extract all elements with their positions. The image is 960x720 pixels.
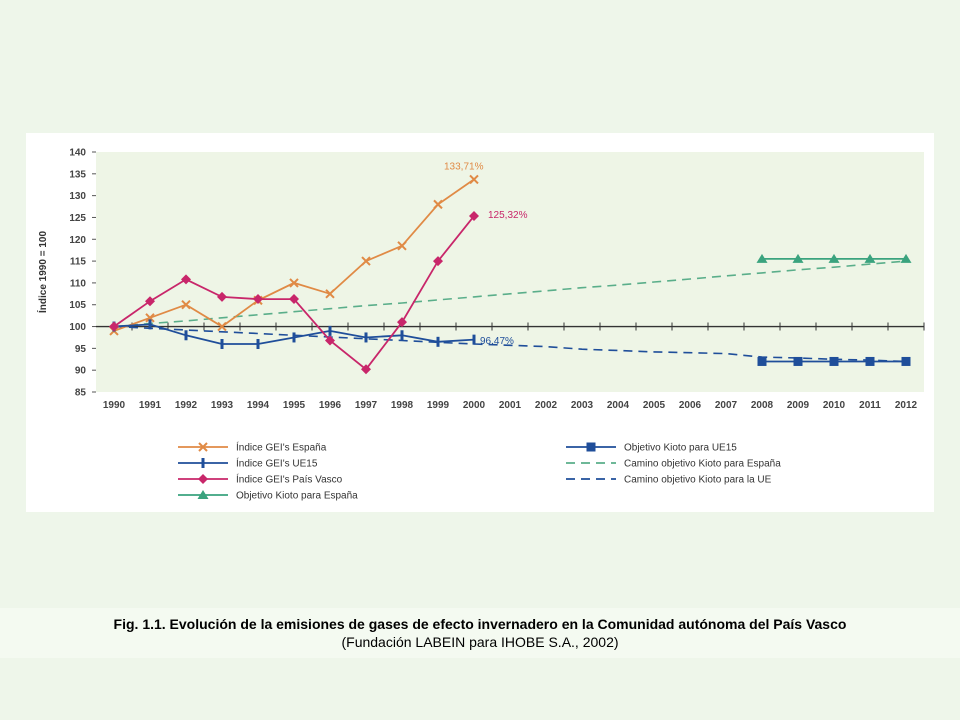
data-point-indice-gei-s-espana <box>361 256 371 266</box>
data-point-indice-gei-s-espana <box>397 241 407 251</box>
x-tick-label: 1991 <box>139 400 162 411</box>
data-point-objetivo-kioto-para-espana <box>900 253 912 263</box>
series-line-camino-objetivo-kioto-para-la-ue <box>113 325 907 363</box>
data-point-indice-gei-s-pais-vasco <box>325 335 335 346</box>
y-tick-label: 85 <box>75 388 87 399</box>
data-point-indice-gei-s-ue15 <box>292 332 296 343</box>
x-tick-label: 1995 <box>283 400 306 411</box>
x-tick-label: 2008 <box>751 400 774 411</box>
x-tick-label: 1990 <box>103 400 126 411</box>
data-point-indice-gei-s-ue15 <box>220 339 224 349</box>
data-point-indice-gei-s-espana <box>469 174 479 185</box>
data-point-objetivo-kioto-para-espana <box>756 253 768 263</box>
data-point-objetivo-kioto-para-ue15 <box>793 356 803 366</box>
legend-entry: Índice GEI's UE15 <box>236 457 318 470</box>
data-label: 133,71% <box>444 161 484 172</box>
x-tick-label: 2001 <box>499 400 522 411</box>
data-point-objetivo-kioto-para-ue15 <box>829 356 839 366</box>
y-axis-label: Índice 1990 = 100 <box>36 231 49 313</box>
x-tick-label: 1993 <box>211 400 234 411</box>
legend-swatch-marker <box>198 474 208 484</box>
data-point-objetivo-kioto-para-ue15 <box>865 356 875 366</box>
y-tick-label: 105 <box>69 300 86 311</box>
x-tick-label: 1998 <box>391 400 414 411</box>
legend-entry: Objetivo Kioto para España <box>236 491 358 502</box>
y-tick-label: 95 <box>75 344 87 355</box>
legend-swatch-marker <box>586 442 596 452</box>
legend-entry: Índice GEI's País Vasco <box>236 473 343 486</box>
data-point-indice-gei-s-pais-vasco <box>433 256 443 267</box>
data-point-indice-gei-s-espana <box>289 278 299 288</box>
y-tick-label: 90 <box>75 366 87 377</box>
data-point-indice-gei-s-pais-vasco <box>145 296 155 307</box>
chart-panel: 85 90 95 100 105 110 115 120 125 130 135 140 Índice … <box>26 133 934 512</box>
x-tick-label: 2012 <box>895 400 918 411</box>
y-tick-label: 135 <box>69 169 86 180</box>
series-line-camino-objetivo-kioto-para-espana <box>113 260 907 328</box>
y-tick-label: 130 <box>69 191 86 202</box>
y-tick-label: 120 <box>69 235 86 246</box>
figure-caption-source: (Fundación LABEIN para IHOBE S.A., 2002) <box>341 634 619 650</box>
data-point-indice-gei-s-pais-vasco <box>469 211 479 222</box>
y-tick-label: 125 <box>69 213 86 224</box>
legend-entry: Índice GEI's España <box>236 441 327 454</box>
x-tick-label: 2011 <box>859 400 881 411</box>
data-point-indice-gei-s-espana <box>145 313 155 323</box>
x-tick-label: 1996 <box>319 400 342 411</box>
data-point-indice-gei-s-pais-vasco <box>181 274 191 285</box>
x-tick-label: 2007 <box>715 400 738 411</box>
plot-area <box>96 152 924 392</box>
x-tick-label: 1992 <box>175 400 198 411</box>
data-point-indice-gei-s-espana <box>217 321 227 332</box>
data-point-objetivo-kioto-para-espana <box>792 253 804 263</box>
x-tick-label: 2009 <box>787 400 810 411</box>
x-tick-label: 2004 <box>607 400 630 411</box>
data-point-objetivo-kioto-para-ue15 <box>901 356 911 366</box>
data-point-indice-gei-s-espana <box>181 300 191 310</box>
x-tick-label: 2002 <box>535 400 558 411</box>
y-tick-label: 100 <box>69 322 86 333</box>
data-point-indice-gei-s-pais-vasco <box>217 291 227 302</box>
data-point-indice-gei-s-ue15 <box>184 330 188 341</box>
data-point-objetivo-kioto-para-espana <box>864 253 876 263</box>
data-point-indice-gei-s-ue15 <box>472 334 476 345</box>
data-point-indice-gei-s-pais-vasco <box>361 364 371 375</box>
legend-swatch-marker <box>198 442 208 452</box>
emissions-line-chart: 85 90 95 100 105 110 115 120 125 130 135 140 Índice … <box>36 148 925 502</box>
caption-band: Fig. 1.1. Evolución de la emisiones de g… <box>0 608 960 658</box>
data-point-objetivo-kioto-para-ue15 <box>757 356 767 366</box>
x-tick-label: 2005 <box>643 400 666 411</box>
legend-swatch-marker <box>197 490 209 499</box>
data-point-indice-gei-s-ue15 <box>436 336 440 347</box>
y-tick-label: 115 <box>70 257 87 268</box>
data-point-indice-gei-s-pais-vasco <box>253 294 263 305</box>
y-tick-label: 140 <box>69 148 86 159</box>
legend-entry: Objetivo Kioto para UE15 <box>624 443 737 454</box>
x-tick-label: 1994 <box>247 400 270 411</box>
x-tick-label: 2003 <box>571 400 594 411</box>
data-point-objetivo-kioto-para-espana <box>828 253 840 263</box>
data-point-indice-gei-s-pais-vasco <box>397 317 407 328</box>
data-point-indice-gei-s-espana <box>325 289 335 299</box>
x-tick-label: 1997 <box>355 400 378 411</box>
data-point-indice-gei-s-ue15 <box>328 325 332 336</box>
data-point-indice-gei-s-ue15 <box>256 339 260 349</box>
x-tick-label: 2006 <box>679 400 702 411</box>
x-tick-label: 2010 <box>823 400 846 411</box>
x-tick-label: 1999 <box>427 400 450 411</box>
legend-swatch-marker <box>201 458 205 468</box>
data-point-indice-gei-s-ue15 <box>364 332 368 343</box>
y-tick-label: 110 <box>70 278 87 289</box>
data-label: 125,32% <box>488 210 528 221</box>
x-tick-label: 2000 <box>463 400 486 411</box>
figure-caption-title: Fig. 1.1. Evolución de la emisiones de g… <box>113 616 847 632</box>
data-point-indice-gei-s-pais-vasco <box>109 321 119 332</box>
data-label: 96,47% <box>480 336 514 347</box>
legend-entry: Camino objetivo Kioto para la UE <box>624 475 772 486</box>
data-point-indice-gei-s-ue15 <box>400 330 404 341</box>
data-point-indice-gei-s-espana <box>433 199 443 210</box>
data-point-indice-gei-s-pais-vasco <box>289 294 299 305</box>
data-point-indice-gei-s-ue15 <box>148 319 152 330</box>
legend-entry: Camino objetivo Kioto para España <box>624 459 781 470</box>
